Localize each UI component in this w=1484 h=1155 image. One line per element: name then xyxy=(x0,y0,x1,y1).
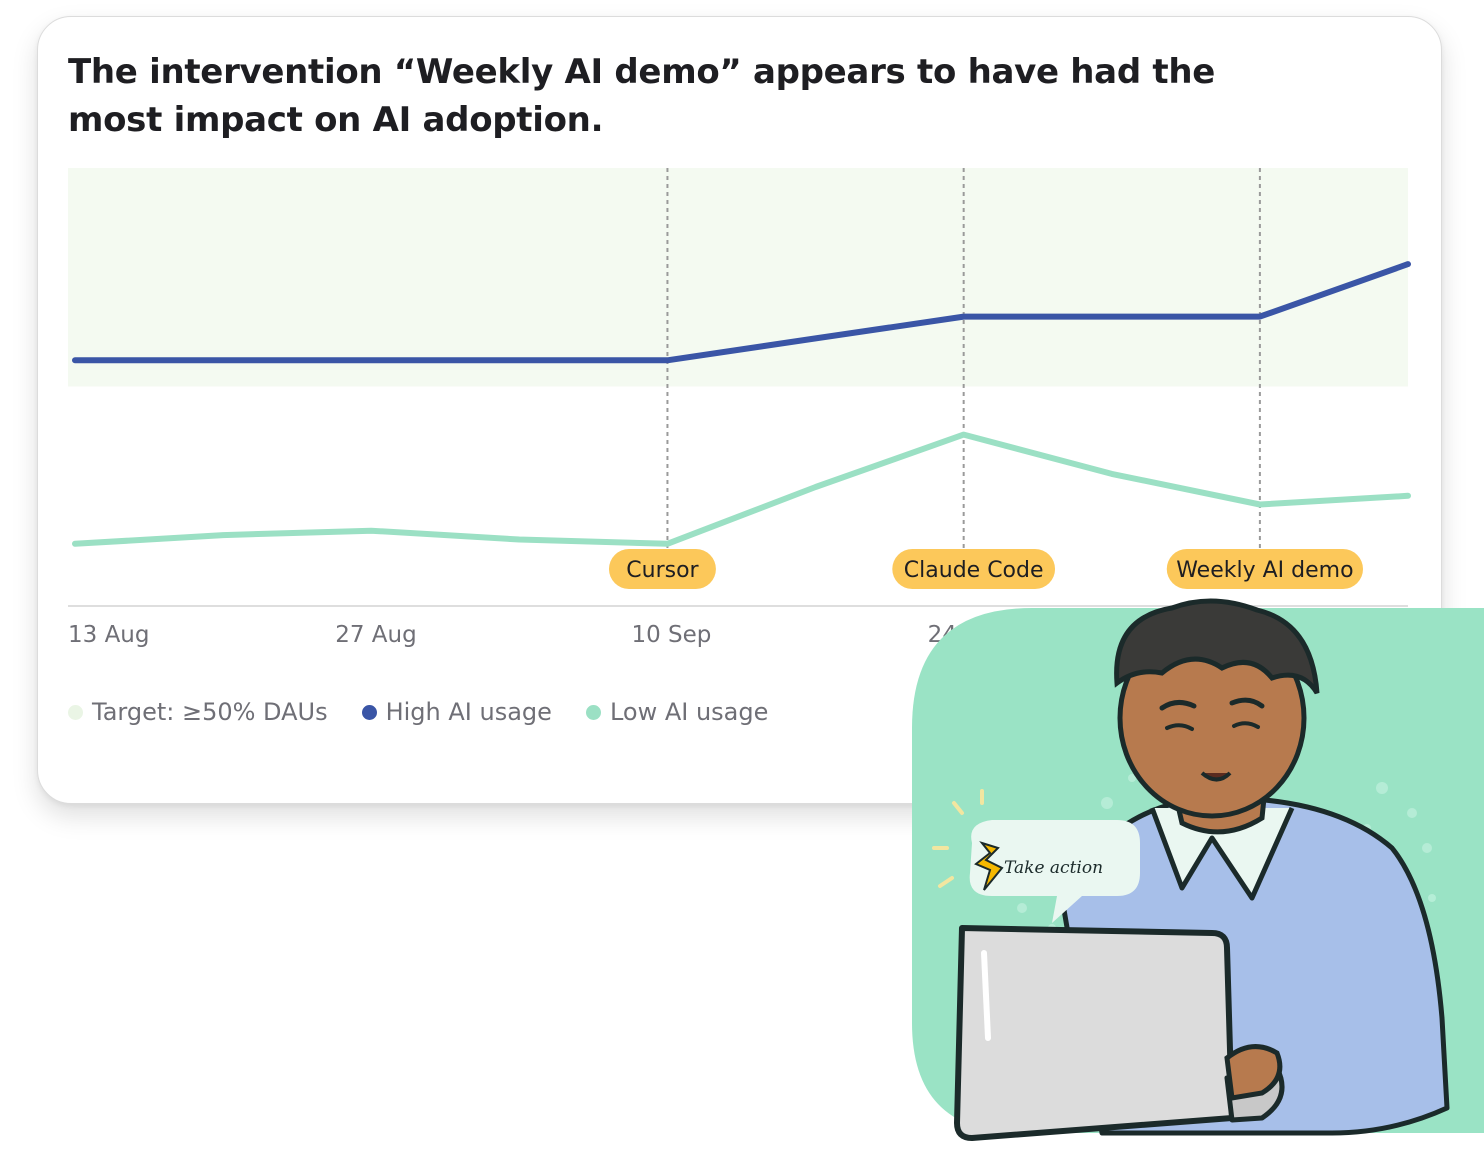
x-tick-label-2: 10 Sep xyxy=(631,622,711,648)
legend-swatch-target xyxy=(68,704,83,720)
shirt-collar xyxy=(1149,806,1295,901)
chart-legend: Target: ≥50% DAUs High AI usage Low AI u… xyxy=(68,698,802,726)
target-band xyxy=(68,168,1408,387)
x-tick-label-0: 13 Aug xyxy=(68,622,150,648)
hand xyxy=(1224,1044,1283,1101)
lightning-icon xyxy=(974,841,1004,891)
speech-bubble xyxy=(969,820,1140,923)
intervention-badge-1 xyxy=(892,549,1056,589)
speech-bubble-text: Take action xyxy=(1004,858,1103,878)
legend-label-low: Low AI usage xyxy=(609,698,769,726)
hair xyxy=(1114,598,1320,695)
legend-label-target: Target: ≥50% DAUs xyxy=(92,698,328,726)
series-line-0 xyxy=(72,261,1411,364)
legend-swatch-high xyxy=(361,704,377,720)
mouth xyxy=(1200,771,1232,782)
intervention-badge-2 xyxy=(1166,549,1364,589)
sparkle-lines xyxy=(932,789,984,888)
legend-label-high: High AI usage xyxy=(385,698,552,726)
sparkle-dots xyxy=(1017,774,1436,932)
chart-headline: The intervention “Weekly AI demo” appear… xyxy=(68,52,1216,140)
legend-item-low: Low AI usage xyxy=(585,698,769,726)
legend-item-high: High AI usage xyxy=(361,698,552,726)
intervention-label-0: Cursor xyxy=(626,558,699,583)
intervention-badge-0 xyxy=(608,549,716,589)
line-chart: Cursor Claude Code Weekly AI demo 13 Aug 27 … xyxy=(68,168,1411,648)
laptop-lid xyxy=(954,925,1235,1141)
series-line-1 xyxy=(72,431,1411,547)
x-tick-label-1: 27 Aug xyxy=(335,622,417,648)
intervention-label-1: Claude Code xyxy=(904,558,1044,583)
person-with-laptop-illustration: Take action xyxy=(912,598,1484,1141)
legend-item-target: Target: ≥50% DAUs xyxy=(68,698,328,726)
intervention-label-2: Weekly AI demo xyxy=(1176,558,1353,583)
legend-swatch-low xyxy=(585,704,601,720)
eye-left xyxy=(1165,723,1194,731)
eye-right xyxy=(1232,721,1260,729)
laptop-highlight xyxy=(981,950,991,1041)
eyebrow-right xyxy=(1229,697,1265,709)
eyebrow-left xyxy=(1159,700,1197,711)
